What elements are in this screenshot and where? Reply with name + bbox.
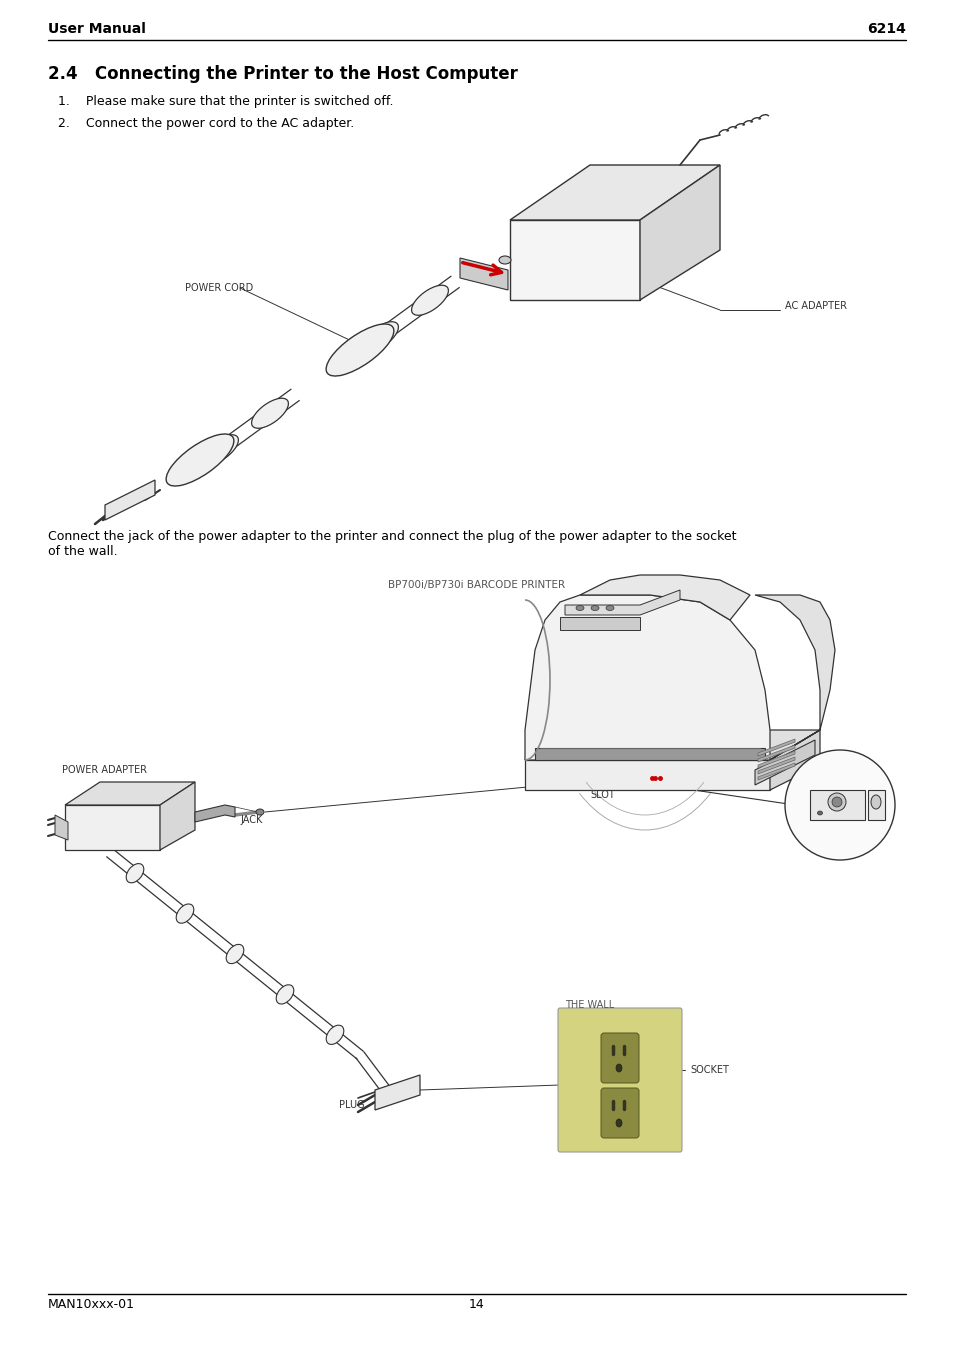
Text: 1.    Please make sure that the printer is switched off.: 1. Please make sure that the printer is … bbox=[58, 95, 393, 108]
Polygon shape bbox=[375, 1075, 419, 1110]
Polygon shape bbox=[769, 730, 820, 790]
Ellipse shape bbox=[616, 1064, 621, 1072]
Ellipse shape bbox=[576, 606, 583, 610]
FancyBboxPatch shape bbox=[558, 1008, 681, 1152]
Text: POWER CORD: POWER CORD bbox=[185, 284, 253, 293]
Text: SLOT: SLOT bbox=[589, 790, 614, 801]
Ellipse shape bbox=[326, 1025, 343, 1045]
FancyBboxPatch shape bbox=[600, 1033, 639, 1083]
Polygon shape bbox=[754, 740, 814, 784]
Polygon shape bbox=[524, 730, 820, 760]
Polygon shape bbox=[160, 782, 194, 850]
Polygon shape bbox=[105, 481, 154, 520]
Ellipse shape bbox=[605, 606, 614, 610]
Polygon shape bbox=[559, 617, 639, 630]
Ellipse shape bbox=[255, 809, 264, 815]
Ellipse shape bbox=[498, 256, 511, 265]
Text: 14: 14 bbox=[469, 1297, 484, 1311]
Polygon shape bbox=[758, 751, 794, 768]
Polygon shape bbox=[564, 590, 679, 616]
Ellipse shape bbox=[870, 795, 880, 809]
Polygon shape bbox=[867, 790, 884, 819]
Ellipse shape bbox=[201, 435, 238, 464]
Ellipse shape bbox=[176, 904, 193, 923]
Polygon shape bbox=[535, 748, 764, 760]
Ellipse shape bbox=[616, 1119, 621, 1127]
FancyBboxPatch shape bbox=[600, 1088, 639, 1138]
Ellipse shape bbox=[226, 945, 244, 964]
Text: User Manual: User Manual bbox=[48, 22, 146, 36]
Ellipse shape bbox=[252, 398, 288, 428]
Text: JACK: JACK bbox=[240, 815, 262, 825]
Ellipse shape bbox=[411, 285, 448, 316]
Polygon shape bbox=[510, 165, 720, 220]
Polygon shape bbox=[510, 220, 639, 300]
Ellipse shape bbox=[166, 433, 233, 486]
Ellipse shape bbox=[827, 792, 845, 811]
Text: PLUG: PLUG bbox=[339, 1100, 365, 1110]
Polygon shape bbox=[194, 805, 234, 822]
Polygon shape bbox=[524, 760, 769, 790]
Polygon shape bbox=[809, 790, 864, 819]
Text: THE WALL: THE WALL bbox=[565, 1000, 614, 1010]
Polygon shape bbox=[459, 258, 507, 290]
Polygon shape bbox=[65, 805, 160, 850]
Polygon shape bbox=[579, 575, 749, 620]
Ellipse shape bbox=[590, 606, 598, 610]
Text: 2.4   Connecting the Printer to the Host Computer: 2.4 Connecting the Printer to the Host C… bbox=[48, 65, 517, 82]
Polygon shape bbox=[754, 595, 834, 760]
Polygon shape bbox=[758, 745, 794, 761]
Polygon shape bbox=[758, 738, 794, 756]
Ellipse shape bbox=[831, 796, 841, 807]
Ellipse shape bbox=[326, 324, 394, 377]
Ellipse shape bbox=[361, 321, 398, 352]
Polygon shape bbox=[758, 763, 794, 780]
Text: 6214: 6214 bbox=[866, 22, 905, 36]
Polygon shape bbox=[55, 815, 68, 840]
Text: SOCKET: SOCKET bbox=[689, 1065, 728, 1075]
Ellipse shape bbox=[276, 984, 294, 1004]
Text: Connect the jack of the power adapter to the printer and connect the plug of the: Connect the jack of the power adapter to… bbox=[48, 531, 736, 558]
Ellipse shape bbox=[126, 864, 144, 883]
Polygon shape bbox=[758, 757, 794, 774]
Text: 2.    Connect the power cord to the AC adapter.: 2. Connect the power cord to the AC adap… bbox=[58, 117, 354, 130]
Text: BP700i/BP730i BARCODE PRINTER: BP700i/BP730i BARCODE PRINTER bbox=[388, 580, 565, 590]
Text: POWER ADAPTER: POWER ADAPTER bbox=[62, 765, 147, 775]
Text: MAN10xxx-01: MAN10xxx-01 bbox=[48, 1297, 135, 1311]
Polygon shape bbox=[524, 595, 769, 760]
Text: AC ADAPTER: AC ADAPTER bbox=[784, 301, 846, 310]
Polygon shape bbox=[65, 782, 194, 805]
Circle shape bbox=[784, 751, 894, 860]
Polygon shape bbox=[639, 165, 720, 300]
Ellipse shape bbox=[817, 811, 821, 815]
